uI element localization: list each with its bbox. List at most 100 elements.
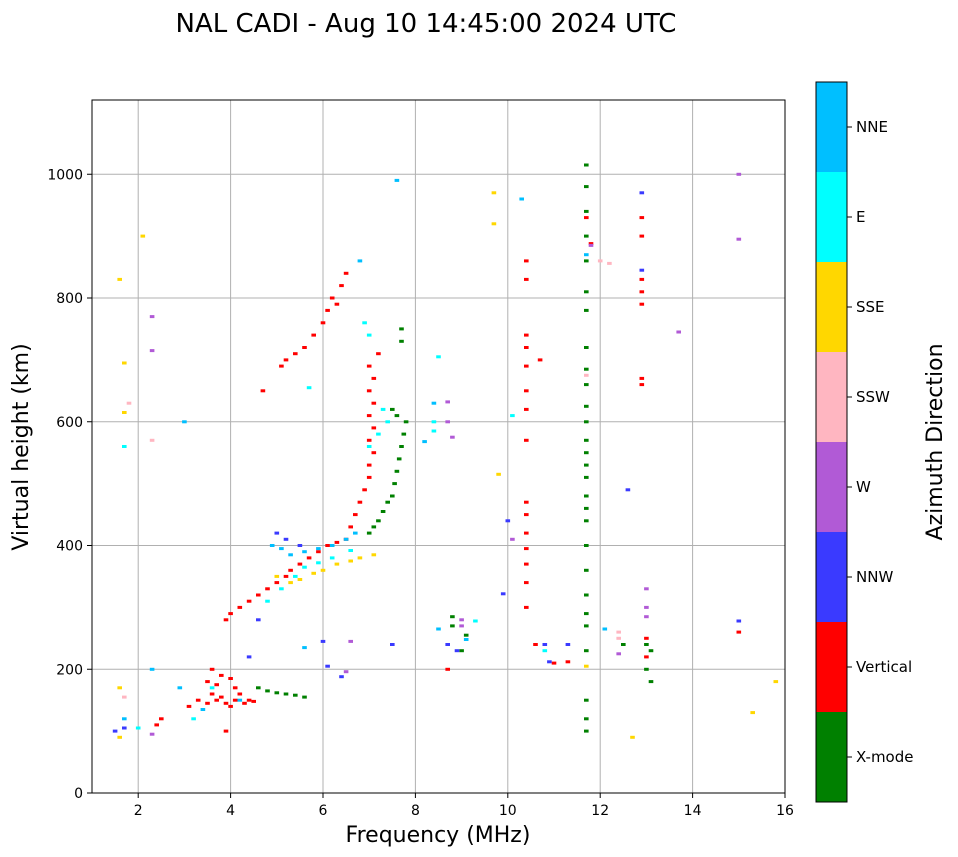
data-points	[112, 163, 779, 739]
data-point-x-mode	[584, 290, 589, 294]
data-point-x-mode	[584, 519, 589, 523]
data-point-nne	[200, 708, 206, 711]
data-point-x-mode	[584, 438, 589, 442]
data-point-w	[644, 605, 649, 609]
data-point-nnw	[112, 729, 118, 733]
data-point-vertical	[524, 277, 529, 281]
data-point-vertical	[537, 358, 543, 362]
data-point-w	[343, 670, 349, 674]
data-point-vertical	[329, 296, 335, 300]
data-point-vertical	[524, 438, 529, 442]
data-point-sse	[496, 472, 501, 476]
data-point-x-mode	[584, 649, 589, 653]
data-point-vertical	[524, 346, 529, 349]
data-point-nne	[436, 627, 441, 631]
data-point-e	[191, 717, 196, 721]
data-point-vertical	[366, 414, 372, 418]
colorbar-category-label: X-mode	[856, 748, 913, 766]
data-point-w	[450, 435, 455, 439]
data-point-nnw	[547, 660, 552, 664]
data-point-w	[676, 330, 681, 334]
data-point-vertical	[639, 302, 645, 306]
data-point-sse	[371, 553, 377, 557]
data-point-vertical	[376, 352, 381, 356]
data-point-vertical	[223, 729, 229, 733]
data-point-vertical	[325, 308, 330, 312]
data-point-vertical	[223, 618, 229, 622]
data-point-sse	[357, 556, 363, 560]
data-point-x-mode	[584, 308, 589, 312]
colorbar-segment	[816, 532, 847, 622]
data-point-vertical	[362, 488, 367, 492]
data-point-x-mode	[385, 500, 390, 504]
colorbar-category-label: E	[856, 208, 865, 226]
colorbar-segment	[816, 622, 847, 712]
data-point-vertical	[320, 321, 326, 325]
data-point-sse	[122, 361, 127, 365]
data-point-ssw	[122, 695, 127, 699]
x-axis-ticks: 2 4 6 8 10 12 14 16	[134, 793, 794, 819]
data-point-nnw	[297, 544, 303, 547]
data-point-nne	[269, 544, 275, 547]
y-axis-ticks: 0 200 400 600 800 1000	[47, 167, 92, 802]
data-point-ssw	[616, 630, 621, 634]
data-point-vertical	[524, 364, 529, 368]
data-point-nnw	[283, 537, 289, 541]
data-point-vertical	[306, 556, 312, 560]
data-point-x-mode	[376, 519, 381, 523]
data-point-w	[616, 652, 621, 656]
data-point-nnw	[325, 664, 330, 668]
data-point-sse	[117, 277, 122, 281]
data-point-e	[385, 420, 390, 424]
data-point-x-mode	[648, 649, 654, 653]
data-point-vertical	[371, 401, 377, 405]
data-point-e	[316, 561, 321, 565]
data-point-vertical	[366, 364, 372, 368]
data-point-vertical	[251, 699, 256, 703]
data-point-w	[348, 639, 353, 643]
colorbar-frame	[815, 81, 848, 803]
data-point-e	[306, 386, 312, 390]
data-point-x-mode	[584, 506, 589, 510]
data-point-nnw	[256, 618, 261, 622]
data-point-vertical	[256, 593, 261, 597]
data-point-vertical	[524, 389, 529, 393]
chart-title: NAL CADI - Aug 10 14:45:00 2024 UTC	[176, 9, 677, 39]
data-point-vertical	[366, 389, 372, 393]
data-point-e	[302, 565, 307, 569]
data-point-sse	[122, 411, 127, 414]
data-point-vertical	[228, 704, 233, 708]
data-point-ssw	[149, 438, 155, 442]
data-point-nne	[177, 686, 183, 690]
data-point-e	[376, 432, 381, 436]
data-point-vertical	[565, 660, 571, 664]
data-point-vertical	[639, 383, 645, 387]
data-point-vertical	[265, 587, 270, 591]
data-point-sse	[288, 581, 293, 585]
data-point-e	[329, 556, 335, 560]
data-point-x-mode	[256, 686, 261, 690]
data-point-e	[209, 686, 215, 690]
data-point-x-mode	[450, 615, 455, 619]
data-point-x-mode	[584, 404, 589, 408]
data-point-x-mode	[394, 414, 400, 418]
x-tick-label: 12	[591, 803, 609, 819]
data-point-sse	[491, 222, 497, 226]
y-tick-label: 600	[56, 415, 83, 431]
data-point-vertical	[371, 426, 377, 430]
data-point-sse	[491, 191, 497, 195]
data-point-vertical	[209, 692, 215, 696]
y-tick-label: 1000	[47, 167, 83, 183]
data-point-vertical	[246, 599, 252, 603]
data-point-vertical	[334, 302, 340, 306]
data-point-nnw	[639, 191, 645, 195]
data-point-vertical	[293, 352, 298, 356]
data-point-vertical	[316, 550, 321, 554]
data-point-nnw	[122, 726, 127, 730]
data-point-vertical	[232, 686, 238, 690]
data-point-vertical	[366, 438, 372, 442]
data-point-vertical	[524, 562, 529, 566]
data-point-x-mode	[584, 475, 589, 479]
data-point-vertical	[366, 463, 372, 467]
data-point-vertical	[551, 661, 557, 665]
